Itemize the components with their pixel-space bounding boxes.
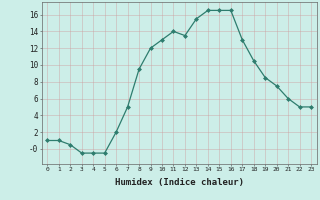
X-axis label: Humidex (Indice chaleur): Humidex (Indice chaleur) (115, 178, 244, 187)
